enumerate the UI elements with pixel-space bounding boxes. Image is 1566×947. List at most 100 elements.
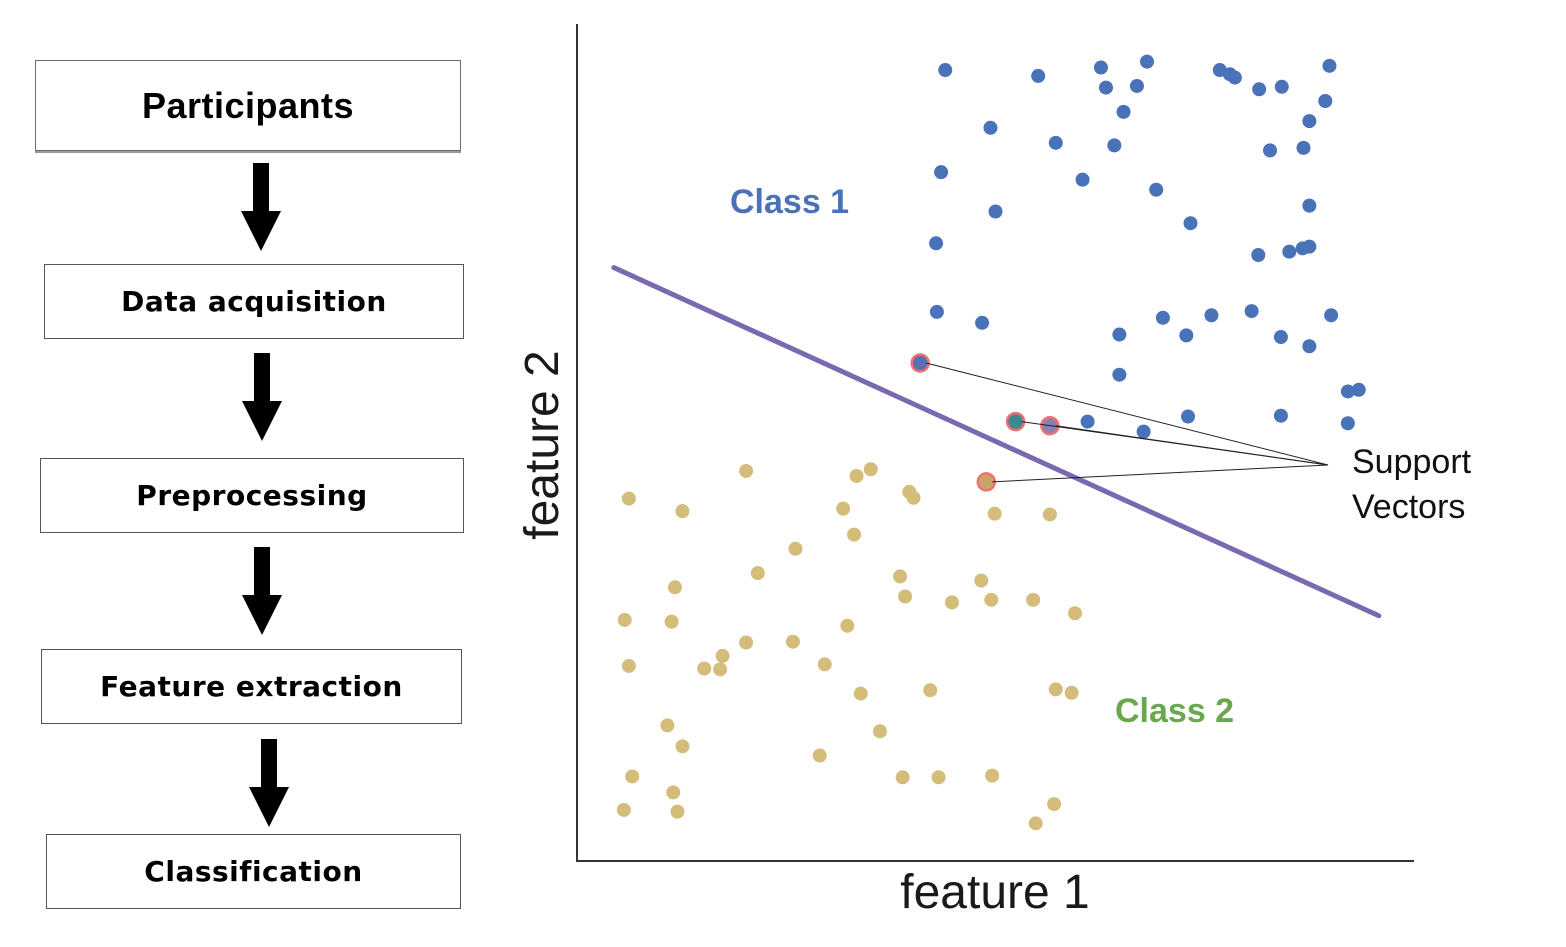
class-2-point — [1048, 682, 1063, 697]
class-2-point — [840, 618, 855, 633]
class-1-point — [1136, 424, 1151, 439]
class-2-point — [621, 491, 636, 506]
class-2-point — [902, 484, 917, 499]
pipeline-flowchart: Participants Data acquisition Preprocess… — [0, 0, 520, 947]
class-2-point — [666, 785, 681, 800]
class-1-point — [1273, 408, 1288, 423]
class-2-point — [785, 634, 800, 649]
class-2-point — [667, 580, 682, 595]
class-1-point — [1324, 308, 1339, 323]
class-2-point — [863, 462, 878, 477]
class-2-point — [1026, 592, 1041, 607]
class-1-point — [1149, 182, 1164, 197]
class-1-point — [938, 63, 953, 78]
class-2-point — [944, 595, 959, 610]
class-2-point — [923, 683, 938, 698]
class-1-point — [1183, 216, 1198, 231]
class-1-point — [1282, 244, 1297, 259]
class-2-point — [617, 612, 632, 627]
class-1-point — [1274, 79, 1289, 94]
arrow-down-icon — [241, 163, 281, 251]
class-2-point — [895, 770, 910, 785]
class-1-point — [988, 204, 1003, 219]
class-2-point — [660, 718, 675, 733]
class-2-point — [849, 468, 864, 483]
class-2-point — [931, 770, 946, 785]
class-1-point — [1340, 384, 1355, 399]
class-2-point — [985, 768, 1000, 783]
class-1-point — [1031, 68, 1046, 83]
class-1-point — [975, 315, 990, 330]
class-2-point — [836, 501, 851, 516]
class-1-point — [934, 165, 949, 180]
support-vector-point — [976, 472, 997, 492]
support-vectors-label-line-2: Vectors — [1352, 488, 1465, 526]
y-axis-title: feature 2 — [516, 350, 569, 539]
class-1-point — [1318, 94, 1333, 109]
class-1-point — [1204, 308, 1219, 323]
class-2-point — [898, 589, 913, 604]
class-2-label: Class 2 — [1115, 692, 1234, 730]
support-vector-point — [910, 353, 930, 373]
class-1-point — [1296, 140, 1311, 155]
class-2-point — [715, 648, 730, 663]
class-1-point — [1048, 135, 1063, 150]
decision-boundary-line — [611, 265, 1382, 619]
step-feature-extraction: Feature extraction — [41, 649, 462, 724]
class-1-point — [1179, 328, 1194, 343]
class-1-point — [1302, 239, 1317, 254]
support-vector-leader-line — [1055, 425, 1329, 466]
class-1-point — [929, 236, 944, 251]
class-2-point — [670, 804, 685, 819]
class-1-point — [983, 120, 998, 135]
class-1-point — [1302, 339, 1317, 354]
class-2-point — [621, 658, 636, 673]
step-classification: Classification — [46, 834, 461, 909]
class-2-point — [713, 662, 728, 677]
step-preprocessing: Preprocessing — [40, 458, 464, 533]
class-2-point — [987, 506, 1002, 521]
class-1-point — [1112, 327, 1127, 342]
support-vectors-label: Support Vectors — [1352, 443, 1481, 526]
class-2-point — [750, 566, 765, 581]
arrow-down-icon — [242, 547, 282, 635]
class-1-point — [1181, 409, 1196, 424]
support-vector-point — [1005, 411, 1026, 432]
class-1-label: Class 1 — [730, 183, 849, 221]
class-2-point — [1064, 685, 1079, 700]
class-1-point — [1129, 78, 1144, 93]
class-2-point — [675, 504, 690, 519]
class-1-point — [1244, 304, 1259, 319]
class-1-point — [1107, 138, 1122, 153]
class-2-point — [1068, 606, 1083, 621]
class-2-point — [616, 802, 631, 817]
class-1-point — [1227, 70, 1242, 85]
class-2-point — [1042, 507, 1057, 522]
class-1-point — [1252, 82, 1267, 97]
class-2-point — [812, 748, 827, 763]
class-2-point — [974, 573, 989, 588]
class-2-point — [1028, 816, 1043, 831]
support-vectors-label-line-1: Support — [1352, 443, 1472, 481]
class-1-point — [1139, 54, 1154, 69]
class-1-point — [929, 304, 944, 319]
x-axis-title: feature 1 — [900, 866, 1089, 919]
class-1-point — [1251, 248, 1266, 263]
arrow-down-icon — [249, 739, 289, 827]
class-1-point — [1155, 310, 1170, 325]
class-1-point — [1075, 172, 1090, 187]
step-data-acquisition: Data acquisition — [44, 264, 464, 339]
class-2-point — [739, 463, 754, 478]
class-2-point — [847, 527, 862, 542]
class-2-point — [697, 661, 712, 676]
class-1-point — [1112, 367, 1127, 382]
class-2-point — [817, 657, 832, 672]
class-1-point — [1302, 198, 1317, 213]
class-2-point — [984, 592, 999, 607]
class-2-point — [853, 686, 868, 701]
class-2-point — [788, 541, 803, 556]
class-1-point — [1340, 416, 1355, 431]
class-1-point — [1273, 330, 1288, 345]
arrow-down-icon — [242, 353, 282, 441]
